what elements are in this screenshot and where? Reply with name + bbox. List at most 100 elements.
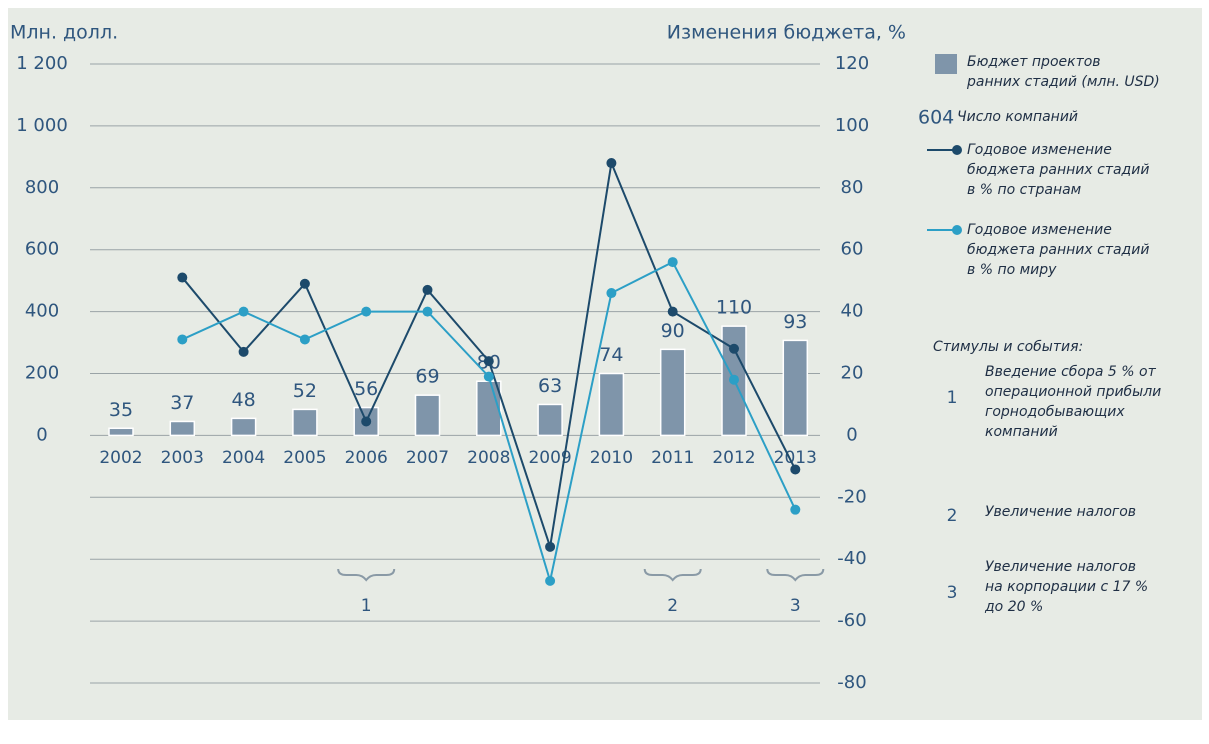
line-marker (729, 343, 739, 354)
line-marker (483, 356, 494, 367)
bar-label: 52 (293, 380, 317, 402)
y-tick-label: 800 (25, 177, 59, 198)
legend-count-sample: 604 (918, 107, 954, 129)
line-marker (667, 257, 678, 268)
event-text: Увеличение налогов (985, 559, 1136, 575)
legend-label: Число компаний (957, 109, 1078, 125)
bar (230, 417, 257, 437)
y2-tick-label: -40 (837, 548, 866, 569)
legend-marker (952, 225, 962, 235)
y2-tick-label: -60 (837, 610, 866, 631)
event-number: 2 (947, 506, 958, 526)
x-tick-label: 2013 (774, 448, 817, 468)
annotation-label: 1 (361, 596, 372, 616)
line-marker (361, 416, 372, 427)
event-number: 3 (947, 583, 958, 603)
brace (337, 568, 396, 582)
legend-label: бюджета ранних стадий (967, 242, 1149, 258)
y-tick-label: 1 200 (16, 53, 68, 74)
bar-label: 69 (415, 366, 439, 388)
bar-label: 93 (783, 311, 807, 333)
legend-swatch (935, 54, 957, 74)
x-tick-label: 2004 (222, 448, 265, 468)
bar (169, 420, 196, 437)
legend-label: Бюджет проектов (967, 54, 1101, 70)
event-text: горнодобывающих (985, 404, 1125, 420)
bar (476, 380, 502, 437)
annotation-label: 2 (667, 596, 678, 616)
legend-label: в % по странам (967, 182, 1082, 198)
event-text: операционной прибыли (985, 384, 1161, 400)
line-marker (422, 284, 433, 295)
bar-label: 56 (354, 378, 378, 400)
bar (782, 339, 809, 437)
event-text: до 20 % (984, 599, 1043, 615)
x-tick-label: 2010 (590, 448, 633, 468)
bar (598, 372, 625, 437)
bar (414, 394, 441, 437)
line-marker (177, 272, 188, 283)
events-title: Стимулы и события: (933, 339, 1083, 355)
x-tick-label: 2007 (406, 448, 449, 468)
brace (766, 568, 825, 582)
y-tick-label: 1 000 (16, 115, 68, 136)
x-tick-label: 2006 (345, 448, 388, 468)
bar-label: 35 (109, 399, 133, 421)
y2-axis-label: Изменения бюджета, % (667, 22, 906, 44)
event-text: компаний (985, 424, 1058, 440)
line-marker (299, 278, 310, 289)
brace (643, 568, 702, 582)
event-text: Увеличение налогов (985, 504, 1136, 520)
legend-label: ранних стадий (млн. USD) (966, 74, 1160, 90)
x-tick-label: 2009 (528, 448, 571, 468)
event-number: 1 (947, 388, 958, 408)
y2-tick-label: 120 (835, 53, 869, 74)
y2-tick-label: 80 (841, 177, 864, 198)
line-marker (361, 306, 372, 317)
line-marker (790, 504, 801, 515)
line-marker (606, 288, 617, 299)
panel (8, 8, 1202, 720)
y-axis-label: Млн. долл. (10, 22, 118, 44)
event-text: Введение сбора 5 % от (985, 364, 1157, 380)
y2-tick-label: 20 (841, 363, 864, 384)
line-marker (422, 306, 433, 317)
line-marker (299, 334, 310, 345)
x-tick-label: 2011 (651, 448, 694, 468)
bar (108, 427, 134, 437)
line-marker (177, 334, 188, 345)
x-tick-label: 2005 (283, 448, 326, 468)
x-tick-label: 2008 (467, 448, 510, 468)
bar-label: 48 (232, 389, 256, 411)
bar-label: 63 (538, 375, 562, 397)
x-tick-label: 2012 (712, 448, 755, 468)
x-tick-label: 2002 (99, 448, 142, 468)
event-text: на корпорации с 17 % (985, 579, 1148, 595)
line-marker (606, 158, 617, 169)
bar-label: 110 (716, 297, 752, 319)
y2-tick-label: -80 (837, 672, 866, 693)
line-marker (238, 306, 249, 317)
bar (659, 348, 686, 437)
y-tick-label: 200 (25, 363, 59, 384)
bar (292, 408, 318, 437)
y-tick-label: 400 (25, 301, 59, 322)
legend-marker (952, 145, 962, 155)
line-marker (483, 371, 494, 382)
y2-tick-label: -20 (837, 486, 866, 507)
bar (537, 403, 563, 437)
y-tick-label: 600 (25, 239, 59, 260)
line-marker (790, 464, 801, 475)
y2-tick-label: 0 (846, 424, 857, 445)
line-marker (545, 575, 556, 586)
legend-label: в % по миру (967, 262, 1057, 278)
y2-tick-label: 100 (835, 115, 869, 136)
y2-tick-label: 40 (841, 301, 864, 322)
bar-label: 74 (599, 344, 623, 366)
annotation-label: 3 (790, 596, 801, 616)
bar-label: 90 (661, 320, 685, 342)
y-tick-label: 0 (36, 424, 47, 445)
y2-tick-label: 60 (841, 239, 864, 260)
bar-label: 37 (170, 392, 194, 414)
